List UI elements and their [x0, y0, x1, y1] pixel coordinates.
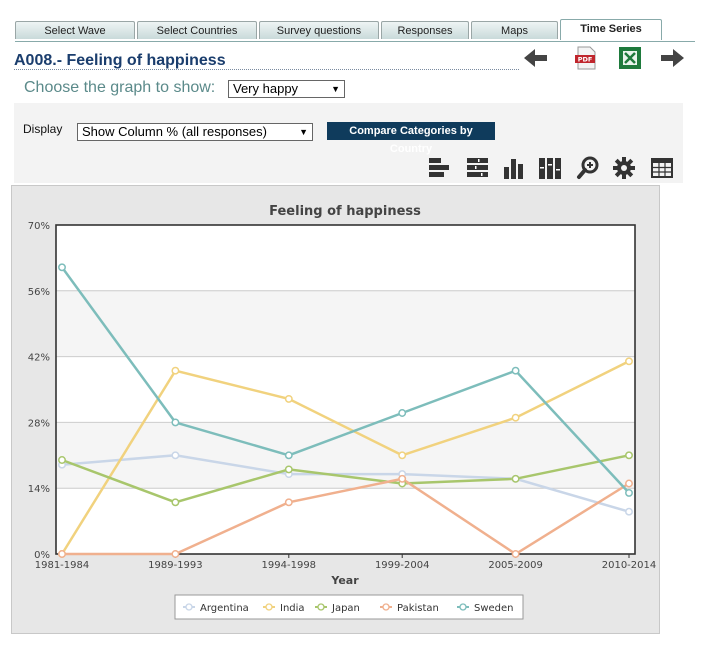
data-point[interactable] — [171, 366, 180, 375]
y-tick-label: 56% — [28, 287, 50, 298]
stacked-column-chart-icon[interactable] — [538, 155, 562, 181]
x-tick-label: 1989-1993 — [148, 560, 203, 571]
x-tick-label: 1999-2004 — [375, 560, 430, 571]
y-tick-label: 42% — [28, 353, 50, 364]
arrow-right-icon[interactable] — [658, 46, 686, 70]
display-panel — [14, 103, 683, 183]
data-point[interactable] — [511, 366, 520, 375]
legend-item-india[interactable]: India — [263, 603, 305, 614]
tab-maps[interactable]: Maps — [471, 21, 558, 39]
display-select-value: Show Column % (all responses) — [82, 124, 267, 139]
data-point[interactable] — [398, 474, 407, 483]
legend-marker — [317, 603, 325, 611]
legend-item-argentina[interactable]: Argentina — [183, 603, 249, 614]
data-point[interactable] — [171, 418, 180, 427]
series-line-pakistan — [62, 477, 630, 556]
series-line-sweden — [60, 266, 630, 494]
data-point[interactable] — [58, 550, 66, 558]
data-point[interactable] — [171, 498, 180, 507]
plot-band — [56, 422, 635, 489]
title-underline — [14, 69, 519, 70]
data-point[interactable] — [171, 451, 180, 460]
series-line-japan — [61, 454, 630, 504]
zoom-icon[interactable] — [576, 155, 600, 181]
data-point[interactable] — [398, 451, 407, 460]
data-point[interactable] — [625, 488, 633, 497]
tab-select-wave[interactable]: Select Wave — [15, 21, 135, 39]
display-label: Display — [23, 122, 63, 136]
series-line-argentina — [61, 454, 630, 513]
x-tick-label: 1981-1984 — [35, 560, 90, 571]
graph-select[interactable]: Very happy ▼ — [228, 80, 345, 98]
y-tick-label: 0% — [34, 550, 50, 561]
column-chart-icon[interactable] — [502, 155, 526, 181]
page-title: A008.- Feeling of happiness — [14, 52, 226, 69]
legend-marker — [265, 603, 273, 611]
data-point[interactable] — [171, 550, 180, 558]
tab-time-series[interactable]: Time Series — [560, 19, 662, 40]
tab-select-countries[interactable]: Select Countries — [137, 21, 257, 39]
legend-label: India — [280, 603, 305, 614]
pdf-icon-label: PDF — [578, 56, 593, 64]
x-axis-label: Year — [330, 574, 359, 587]
chart-container: Feeling of happiness 0% 14% 28% 42% 56% 70% 1… — [11, 185, 660, 634]
tab-bar: Select Wave Select Countries Survey ques… — [15, 19, 695, 42]
data-point[interactable] — [625, 479, 633, 488]
chevron-down-icon: ▼ — [299, 127, 308, 137]
legend-label: Pakistan — [397, 603, 439, 614]
top-strip — [0, 0, 711, 10]
data-point[interactable] — [625, 357, 633, 366]
data-point[interactable] — [284, 451, 293, 460]
data-point[interactable] — [284, 465, 293, 474]
display-select[interactable]: Show Column % (all responses) ▼ — [77, 123, 313, 141]
plot-area — [56, 225, 635, 554]
data-point[interactable] — [58, 263, 66, 272]
data-point[interactable] — [284, 394, 293, 403]
arrow-left-icon[interactable] — [522, 46, 550, 70]
chevron-down-icon: ▼ — [331, 84, 340, 94]
legend-marker — [459, 603, 467, 611]
y-tick-label: 28% — [28, 418, 50, 429]
legend-item-sweden[interactable]: Sweden — [457, 603, 514, 614]
data-point[interactable] — [511, 474, 520, 483]
y-tick-label: 14% — [28, 484, 50, 495]
pdf-icon[interactable]: PDF — [572, 46, 600, 70]
data-point[interactable] — [625, 451, 633, 460]
x-tick-label: 2005-2009 — [488, 560, 543, 571]
tab-survey-questions[interactable]: Survey questions — [259, 21, 379, 39]
legend-item-japan[interactable]: Japan — [315, 603, 360, 614]
x-tick-label: 2010-2014 — [602, 560, 657, 571]
graph-select-value: Very happy — [233, 81, 299, 96]
horizontal-bar-chart-icon[interactable] — [427, 155, 451, 181]
data-point[interactable] — [398, 409, 407, 417]
y-tick-label: 70% — [28, 221, 50, 232]
data-point[interactable] — [58, 456, 66, 464]
series-line-india — [60, 360, 630, 555]
x-tick-label: 1994-1998 — [262, 560, 317, 571]
legend-label: Japan — [331, 603, 360, 614]
data-point[interactable] — [511, 550, 520, 558]
chart-title: Feeling of happiness — [269, 204, 421, 219]
data-point[interactable] — [625, 507, 633, 516]
data-point[interactable] — [511, 413, 520, 422]
data-point[interactable] — [284, 498, 293, 507]
plot-band — [56, 290, 635, 357]
legend: Argentina India Japan Pakistan Sweden — [174, 594, 524, 620]
tab-responses[interactable]: Responses — [381, 21, 469, 39]
legend-label: Sweden — [474, 603, 514, 614]
legend-item-pakistan[interactable]: Pakistan — [380, 603, 439, 614]
legend-marker — [185, 603, 193, 611]
stacked-bar-chart-icon[interactable] — [466, 155, 490, 181]
compare-categories-button[interactable]: Compare Categories by Country — [327, 122, 495, 155]
settings-gear-icon[interactable] — [612, 155, 636, 181]
legend-marker — [382, 603, 390, 611]
legend-label: Argentina — [200, 603, 249, 614]
excel-icon[interactable] — [616, 46, 644, 70]
table-icon[interactable] — [650, 155, 674, 181]
line-chart: Feeling of happiness 0% 14% 28% 42% 56% 70% 1… — [28, 204, 657, 620]
plot-border — [55, 224, 636, 555]
choose-graph-label: Choose the graph to show: — [24, 79, 216, 96]
